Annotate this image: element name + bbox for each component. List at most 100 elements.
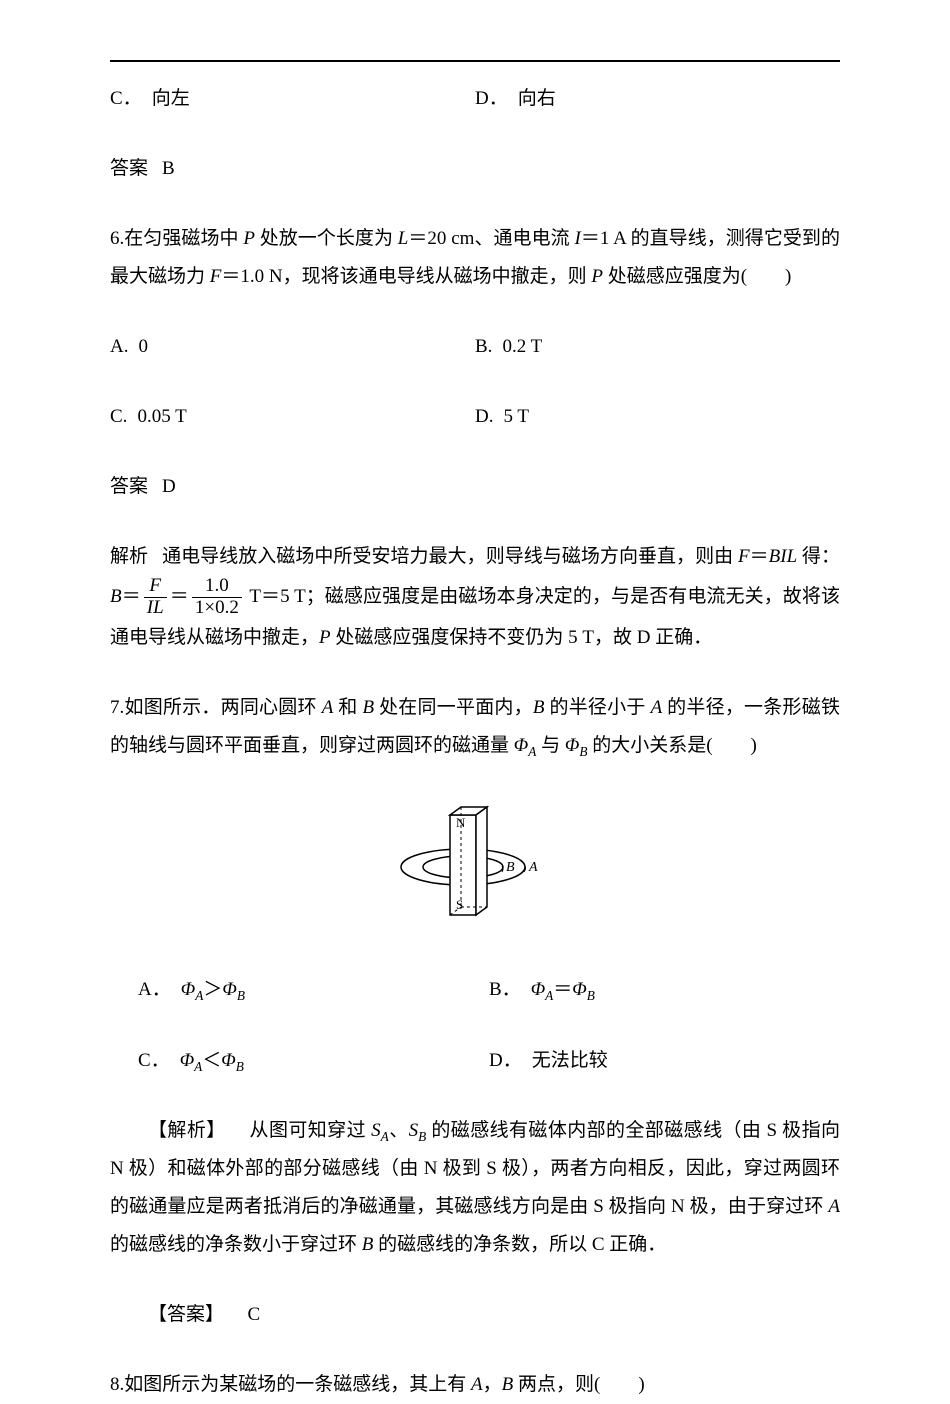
numerator: 1.0 <box>192 576 242 598</box>
text: 与 <box>536 735 565 756</box>
denominator: 1×0.2 <box>192 598 242 619</box>
q6-explanation: 解析通电导线放入磁场中所受安培力最大，则导线与磁场方向垂直，则由 F＝BIL 得… <box>110 538 840 657</box>
var-F: F <box>210 266 222 287</box>
text: ， <box>483 1374 502 1395</box>
var-B: B <box>110 586 122 607</box>
option-text: 向左 <box>152 88 190 109</box>
q5-answer: 答案 B <box>110 150 840 188</box>
denominator: IL <box>144 598 167 619</box>
eq: ＝ <box>750 546 769 567</box>
option-label: C． <box>138 1050 170 1071</box>
q7-answer: 【答案】 C <box>110 1296 840 1334</box>
text: 如图所示为某磁场的一条磁感线，其上有 <box>124 1374 471 1395</box>
text: ＝20 cm、通电电流 <box>408 228 574 249</box>
q-number: 7. <box>110 697 124 718</box>
sub: A <box>381 1129 389 1144</box>
answer-label: 答案 <box>110 476 148 497</box>
q7-option-b: B．ΦA＝ΦB <box>489 971 840 1009</box>
q7-options-row2: C．ΦA＜ΦB D．无法比较 <box>110 1042 840 1080</box>
text: 和 <box>333 697 362 718</box>
option-text: 向右 <box>518 88 556 109</box>
explain-label: 【解析】 <box>148 1120 216 1141</box>
option-text: 0.05 T <box>137 406 186 427</box>
text: 通电导线放入磁场中所受安培力最大，则导线与磁场方向垂直，则由 <box>162 546 738 567</box>
text: 处放一个长度为 <box>255 228 398 249</box>
q6-option-d: D. 5 T <box>475 398 840 436</box>
explain-label: 解析 <box>110 546 148 567</box>
svg-text:B: B <box>506 860 515 875</box>
var-S: S <box>371 1120 381 1141</box>
answer-value: D <box>162 476 176 497</box>
q6-options-row2: C. 0.05 T D. 5 T <box>110 398 840 436</box>
option-label: D． <box>489 1050 522 1071</box>
q6-option-b: B.0.2 T <box>475 328 840 366</box>
phi: Φ <box>181 979 195 1000</box>
q6-answer: 答案 D <box>110 468 840 506</box>
q7-explanation: 【解析】 从图可知穿过 SA、SB 的磁感线有磁体内部的全部磁感线（由 S 极指… <box>110 1112 840 1264</box>
text: 如图所示．两同心圆环 <box>124 697 321 718</box>
svg-text:A: A <box>528 860 538 875</box>
rel: ＜ <box>202 1050 221 1071</box>
text: 两点，则( ) <box>513 1374 644 1395</box>
q7-figure: N S B A <box>110 797 840 941</box>
text: 处磁感应强度保持不变仍为 5 T，故 D 正确． <box>331 627 713 648</box>
svg-text:N: N <box>456 815 466 830</box>
text: ＝1.0 N，现将该通电导线从磁场中撤走，则 <box>221 266 591 287</box>
option-label: A． <box>138 979 171 1000</box>
q7-option-c: C．ΦA＜ΦB <box>138 1042 489 1080</box>
text: 的磁感线有磁体内部的全部磁感线（由 S 极指向 N 极）和磁体外部的部分磁感线（… <box>110 1120 840 1217</box>
option-label: C. <box>110 406 127 427</box>
sub: B <box>236 1058 244 1073</box>
var-P: P <box>243 228 255 249</box>
phi: Φ <box>222 979 236 1000</box>
phi: Φ <box>180 1050 194 1071</box>
text: 在匀强磁场中 <box>124 228 243 249</box>
phi: Φ <box>572 979 586 1000</box>
var-A: A <box>322 697 334 718</box>
q8-stem: 8.如图所示为某磁场的一条磁感线，其上有 A，B 两点，则( ) <box>110 1366 840 1404</box>
option-label: B． <box>489 979 521 1000</box>
var-P: P <box>319 627 331 648</box>
eq: ＝ <box>170 586 189 607</box>
answer-value: C <box>229 1304 261 1325</box>
q7-options-row1: A．ΦA＞ΦB B．ΦA＝ΦB <box>110 971 840 1009</box>
text: 处磁感应强度为( ) <box>603 266 791 287</box>
text: 的磁感线的净条数小于穿过环 <box>110 1234 362 1255</box>
fraction-1: FIL <box>144 576 167 619</box>
fraction-2: 1.01×0.2 <box>192 576 242 619</box>
q6-options-row1: A.0 B.0.2 T <box>110 328 840 366</box>
option-label: D． <box>475 88 508 109</box>
text: 的磁感线的净条数，所以 C 正确． <box>373 1234 666 1255</box>
sub: B <box>237 988 245 1003</box>
answer-value: B <box>162 158 175 179</box>
svg-text:S: S <box>456 897 463 912</box>
sub: B <box>587 988 595 1003</box>
q-number: 6. <box>110 228 124 249</box>
phi: Φ <box>531 979 545 1000</box>
var-B: B <box>363 697 375 718</box>
text: 的半径小于 <box>545 697 651 718</box>
option-label: D. <box>475 406 493 427</box>
q7-stem: 7.如图所示．两同心圆环 A 和 B 处在同一平面内，B 的半径小于 A 的半径… <box>110 689 840 765</box>
numerator: F <box>144 576 167 598</box>
option-text: 5 T <box>503 406 529 427</box>
var-A: A <box>471 1374 483 1395</box>
q5-options-row: C．向左 D．向右 <box>110 80 840 118</box>
option-label: B. <box>475 336 492 357</box>
rel: ＞ <box>203 979 222 1000</box>
var-B: B <box>362 1234 374 1255</box>
answer-label: 【答案】 <box>148 1304 215 1325</box>
q7-option-d: D．无法比较 <box>489 1042 840 1080</box>
q-number: 8. <box>110 1374 124 1395</box>
q6-option-c: C. 0.05 T <box>110 398 475 436</box>
answer-label: 答案 <box>110 158 148 179</box>
top-rule <box>110 60 840 62</box>
q6-option-a: A.0 <box>110 328 475 366</box>
phi: Φ <box>514 735 528 756</box>
magnet-rings-figure: N S B A <box>393 797 558 927</box>
text: 从图可知穿过 <box>230 1120 371 1141</box>
text: 的大小关系是( ) <box>587 735 756 756</box>
var-B: B <box>502 1374 514 1395</box>
var-P: P <box>591 266 603 287</box>
text: 处在同一平面内， <box>374 697 533 718</box>
